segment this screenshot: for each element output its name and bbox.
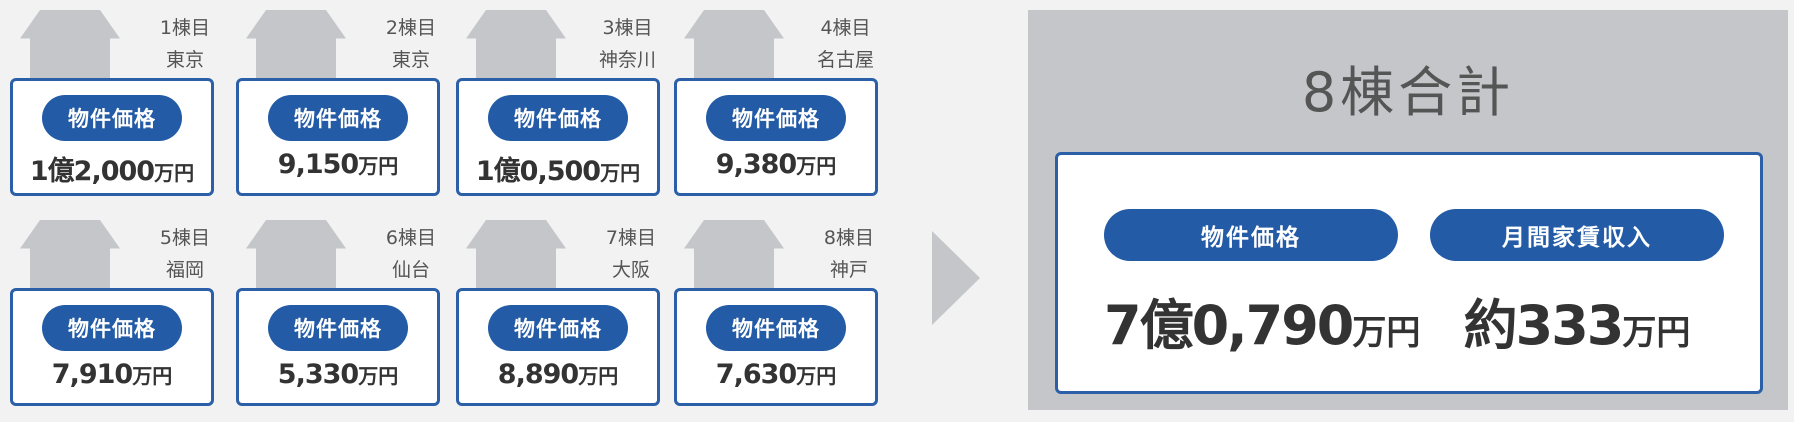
building-label: 7棟目 大阪 [606,222,656,286]
price-unit: 万円 [132,364,173,388]
price-label-badge: 物件価格 [488,95,628,141]
total-price-unit: 万円 [1352,313,1421,353]
price-value: 8,890万円 [459,359,657,390]
building-label: 2棟目 東京 [386,12,436,76]
price-card: 物件価格 1億2,000万円 [10,78,214,196]
price-card: 物件価格 7,630万円 [674,288,878,406]
price-value: 7,910万円 [13,359,211,390]
price-unit: 万円 [154,161,195,185]
building-7: 7棟目 大阪 物件価格 8,890万円 [456,220,660,406]
price-label-badge: 物件価格 [488,305,628,351]
price-value: 9,150万円 [239,149,437,180]
price-value: 5,330万円 [239,359,437,390]
house-icon [20,10,120,78]
building-ordinal: 2棟目 [385,17,436,39]
price-label-badge: 物件価格 [706,305,846,351]
building-label: 3棟目 神奈川 [599,12,656,76]
price-value: 7,630万円 [677,359,875,390]
house-icon [246,10,346,78]
total-panel: 8棟合計 物件価格 月間家賃収入 7億0,790万円 約333万円 [1028,10,1788,410]
house-icon [20,220,120,288]
price-number: 8,890 [497,359,579,390]
price-number: 1億2,000 [29,156,155,187]
price-unit: 万円 [796,364,837,388]
price-unit: 万円 [358,154,399,178]
arrow-right-icon [932,231,980,325]
price-number: 9,380 [715,149,797,180]
total-price-number: 7億0,790 [1104,294,1354,357]
building-8: 8棟目 神戸 物件価格 7,630万円 [674,220,878,406]
building-city: 福岡 [165,259,204,281]
monthly-rent-value: 約333万円 [1430,281,1724,360]
building-ordinal: 1棟目 [159,17,210,39]
price-label-badge: 物件価格 [706,95,846,141]
building-ordinal: 5棟目 [159,227,210,249]
building-label: 8棟目 神戸 [824,222,874,286]
building-3: 3棟目 神奈川 物件価格 1億0,500万円 [456,10,660,196]
price-label-badge: 物件価格 [268,305,408,351]
price-number: 1億0,500 [475,156,601,187]
total-price-label-badge: 物件価格 [1104,209,1398,261]
building-ordinal: 8棟目 [823,227,874,249]
building-5: 5棟目 福岡 物件価格 7,910万円 [10,220,214,406]
total-price-value: 7億0,790万円 [1104,281,1420,360]
building-4: 4棟目 名古屋 物件価格 9,380万円 [674,10,878,196]
price-number: 7,910 [51,359,133,390]
building-city: 大阪 [611,259,650,281]
price-unit: 万円 [358,364,399,388]
price-card: 物件価格 9,380万円 [674,78,878,196]
monthly-rent-number: 約333 [1463,294,1625,357]
house-icon [684,10,784,78]
price-card: 物件価格 1億0,500万円 [456,78,660,196]
price-label-badge: 物件価格 [268,95,408,141]
price-number: 7,630 [715,359,797,390]
building-city: 東京 [165,49,204,71]
total-card: 物件価格 月間家賃収入 7億0,790万円 約333万円 [1055,152,1763,394]
price-value: 9,380万円 [677,149,875,180]
price-card: 物件価格 9,150万円 [236,78,440,196]
building-ordinal: 4棟目 [820,17,871,39]
price-value: 1億0,500万円 [459,149,657,188]
price-label-badge: 物件価格 [42,305,182,351]
house-icon [246,220,346,288]
building-6: 6棟目 仙台 物件価格 5,330万円 [236,220,440,406]
price-number: 5,330 [277,359,359,390]
monthly-rent-unit: 万円 [1622,313,1691,353]
total-title: 8棟合計 [1301,61,1515,124]
price-label-badge: 物件価格 [42,95,182,141]
house-icon [684,220,784,288]
building-city: 名古屋 [816,49,874,71]
building-label: 6棟目 仙台 [386,222,436,286]
building-label: 1棟目 東京 [160,12,210,76]
building-label: 4棟目 名古屋 [817,12,874,76]
building-2: 2棟目 東京 物件価格 9,150万円 [236,10,440,196]
building-city: 神戸 [829,259,868,281]
price-card: 物件価格 7,910万円 [10,288,214,406]
building-1: 1棟目 東京 物件価格 1億2,000万円 [10,10,214,196]
house-icon [466,220,566,288]
building-city: 神奈川 [598,49,656,71]
building-ordinal: 3棟目 [602,17,653,39]
price-card: 物件価格 8,890万円 [456,288,660,406]
price-value: 1億2,000万円 [13,149,211,188]
building-label: 5棟目 福岡 [160,222,210,286]
price-number: 9,150 [277,149,359,180]
price-card: 物件価格 5,330万円 [236,288,440,406]
house-icon [466,10,566,78]
price-unit: 万円 [600,161,641,185]
price-unit: 万円 [578,364,619,388]
price-unit: 万円 [796,154,837,178]
monthly-rent-label-badge: 月間家賃収入 [1430,209,1724,261]
building-city: 東京 [391,49,430,71]
building-city: 仙台 [391,259,430,281]
building-ordinal: 6棟目 [385,227,436,249]
building-ordinal: 7棟目 [605,227,656,249]
